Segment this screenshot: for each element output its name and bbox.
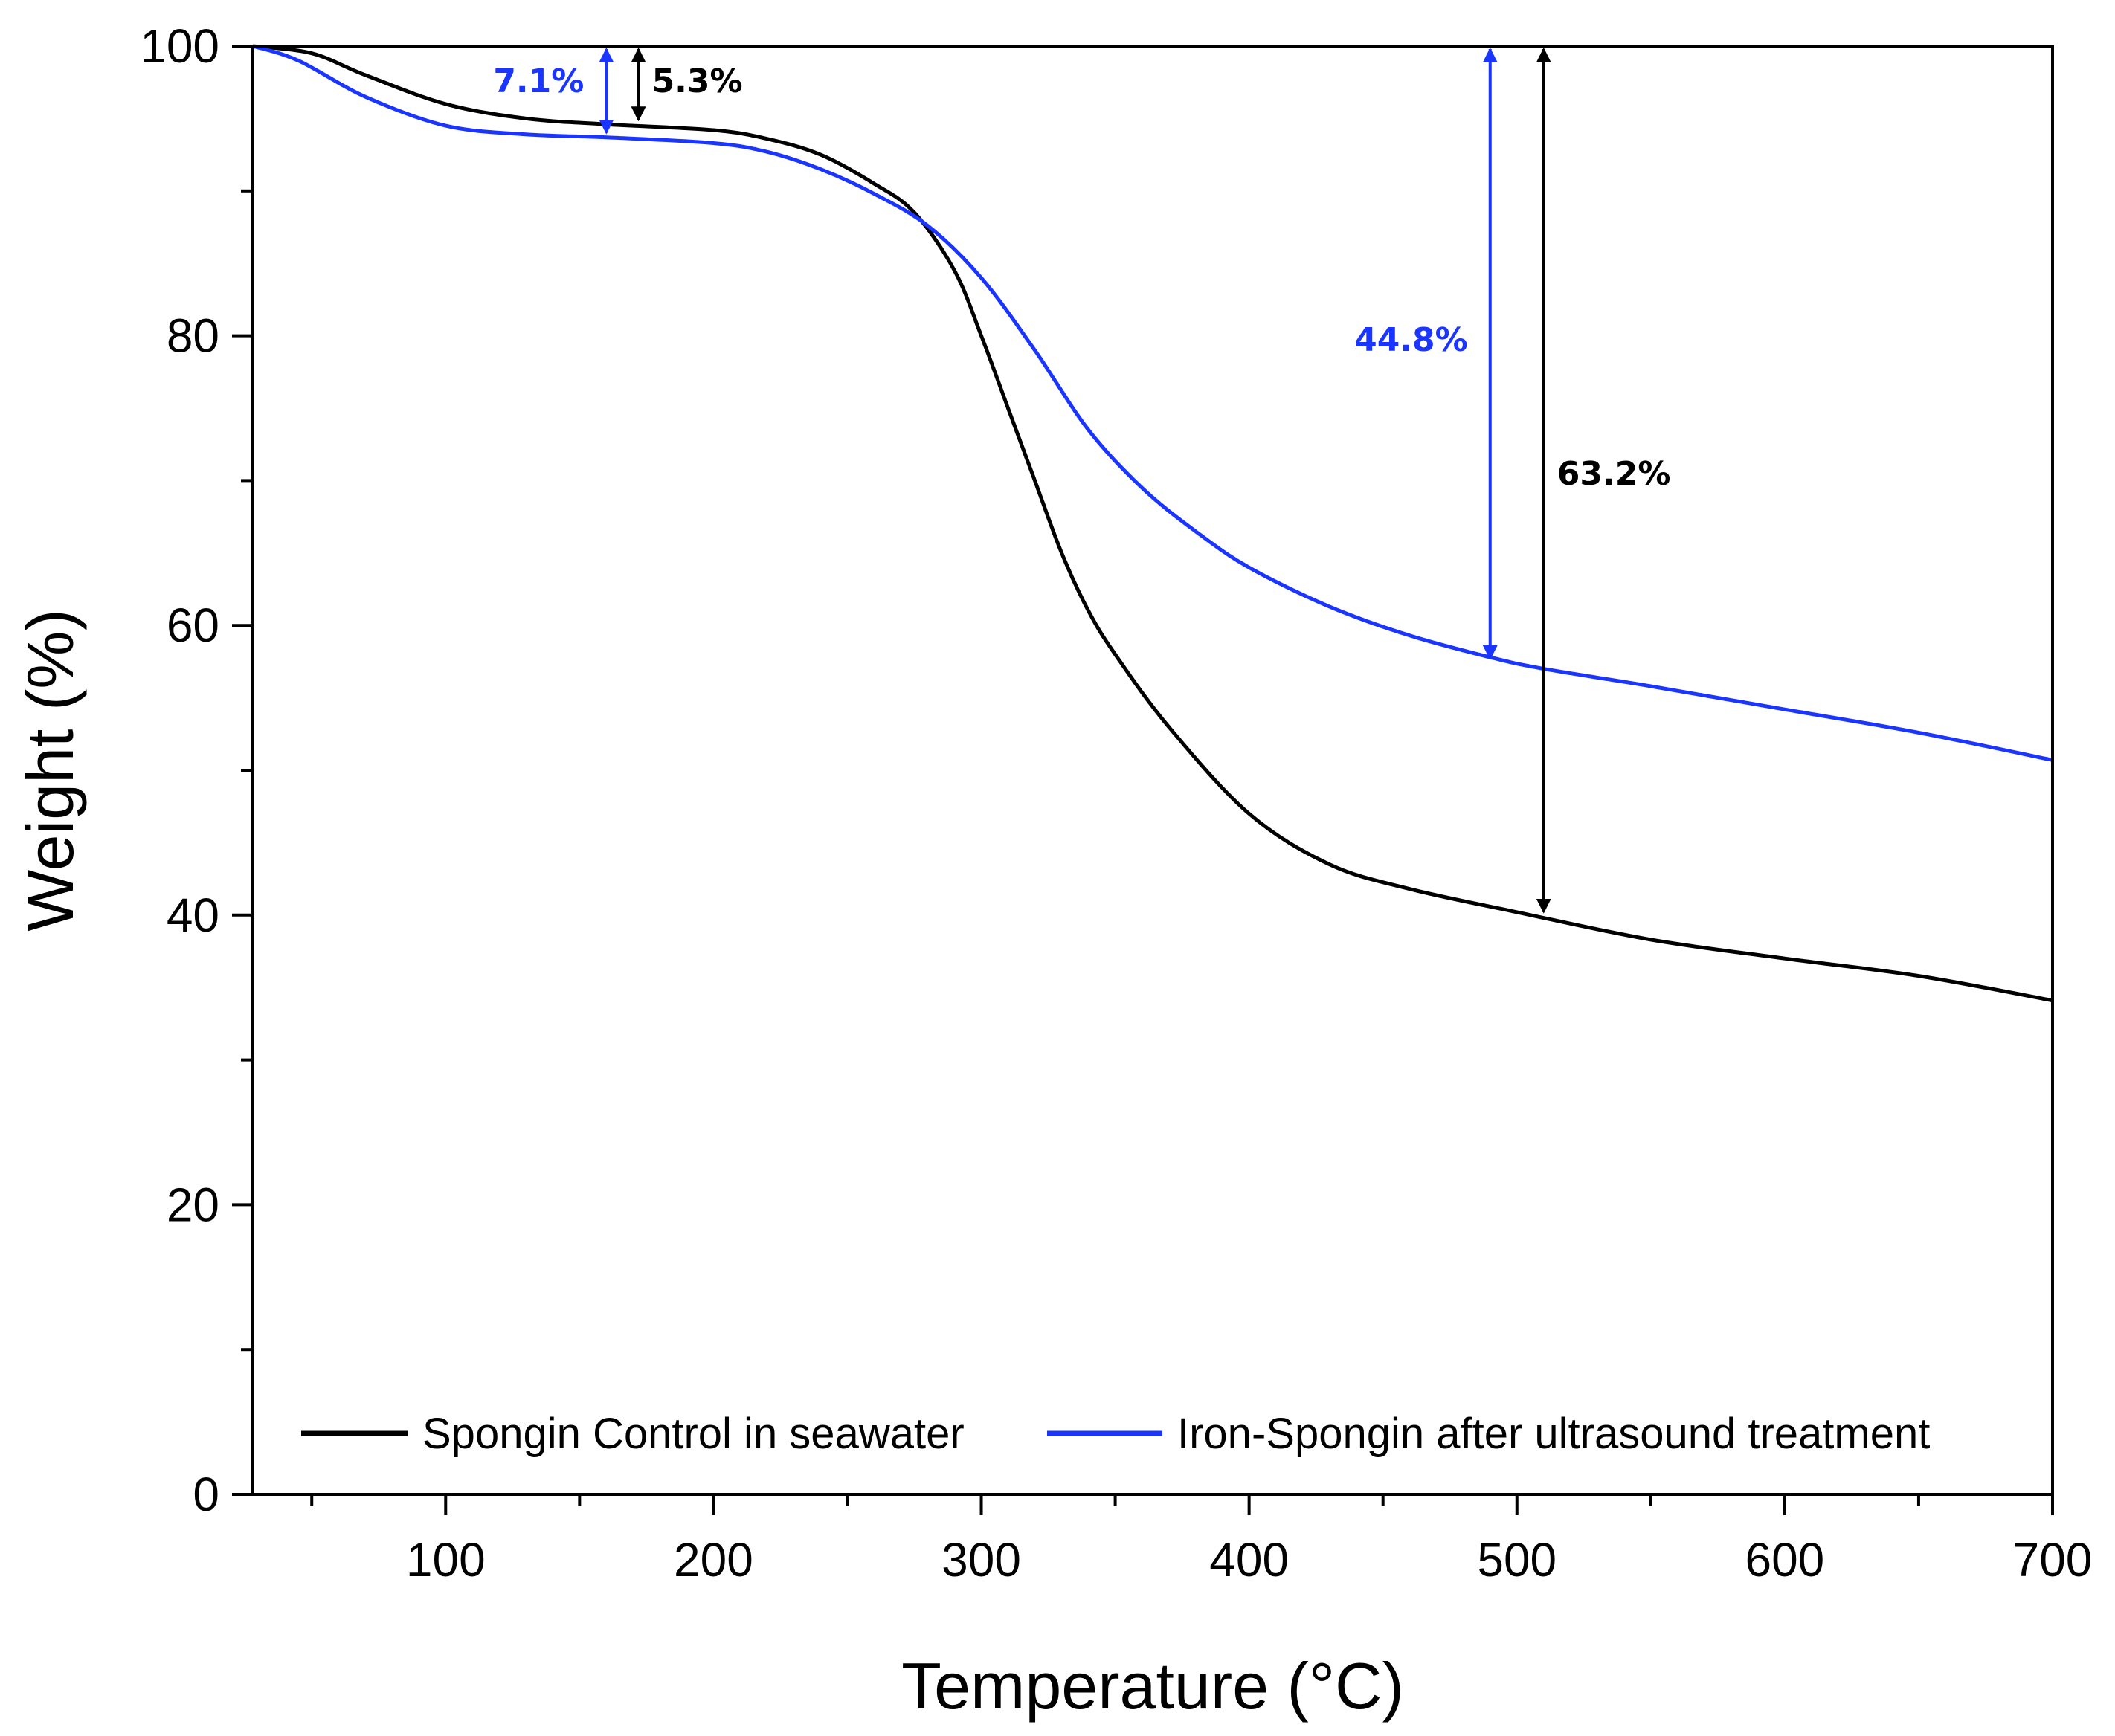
x-tick-label: 200 <box>674 1533 753 1587</box>
series-line-iron-spongin <box>252 44 2053 762</box>
data-series <box>252 44 2053 1003</box>
x-tick-label: 100 <box>406 1533 486 1587</box>
annotations: 7.1% 5.3% 44.8% 63.2% <box>493 48 1671 914</box>
legend: Spongin Control in seawater Iron-Spongin … <box>301 1410 1930 1458</box>
x-tick-label: 600 <box>1745 1533 1824 1587</box>
y-tick-label: 80 <box>167 309 219 363</box>
annotation-label: 63.2% <box>1557 455 1671 493</box>
x-tick-label: 700 <box>2013 1533 2093 1587</box>
x-tick-label: 300 <box>941 1533 1021 1587</box>
legend-label: Spongin Control in seawater <box>422 1410 965 1458</box>
legend-label: Iron-Spongin after ultrasound treatment <box>1177 1410 1930 1458</box>
x-tick-label: 400 <box>1209 1533 1289 1587</box>
y-tick-label: 40 <box>167 888 219 942</box>
y-axis-title: Weight (%) <box>13 609 87 932</box>
y-tick-label: 20 <box>167 1178 219 1231</box>
x-tick-label: 500 <box>1477 1533 1557 1587</box>
plot-frame <box>251 45 2054 1496</box>
y-tick-label: 0 <box>193 1468 219 1521</box>
x-axis-title: Temperature (°C) <box>901 1649 1404 1723</box>
series-line-spongin-control <box>252 44 2053 1003</box>
annotation-label: 5.3% <box>652 62 743 100</box>
y-tick-label: 60 <box>167 598 219 652</box>
annotation-label: 7.1% <box>493 62 584 100</box>
annotation-label: 44.8% <box>1354 321 1468 359</box>
axis-ticks: 100 200 300 400 500 600 700 0 20 40 60 80 100 <box>140 19 2092 1587</box>
y-tick-label: 100 <box>140 19 219 73</box>
